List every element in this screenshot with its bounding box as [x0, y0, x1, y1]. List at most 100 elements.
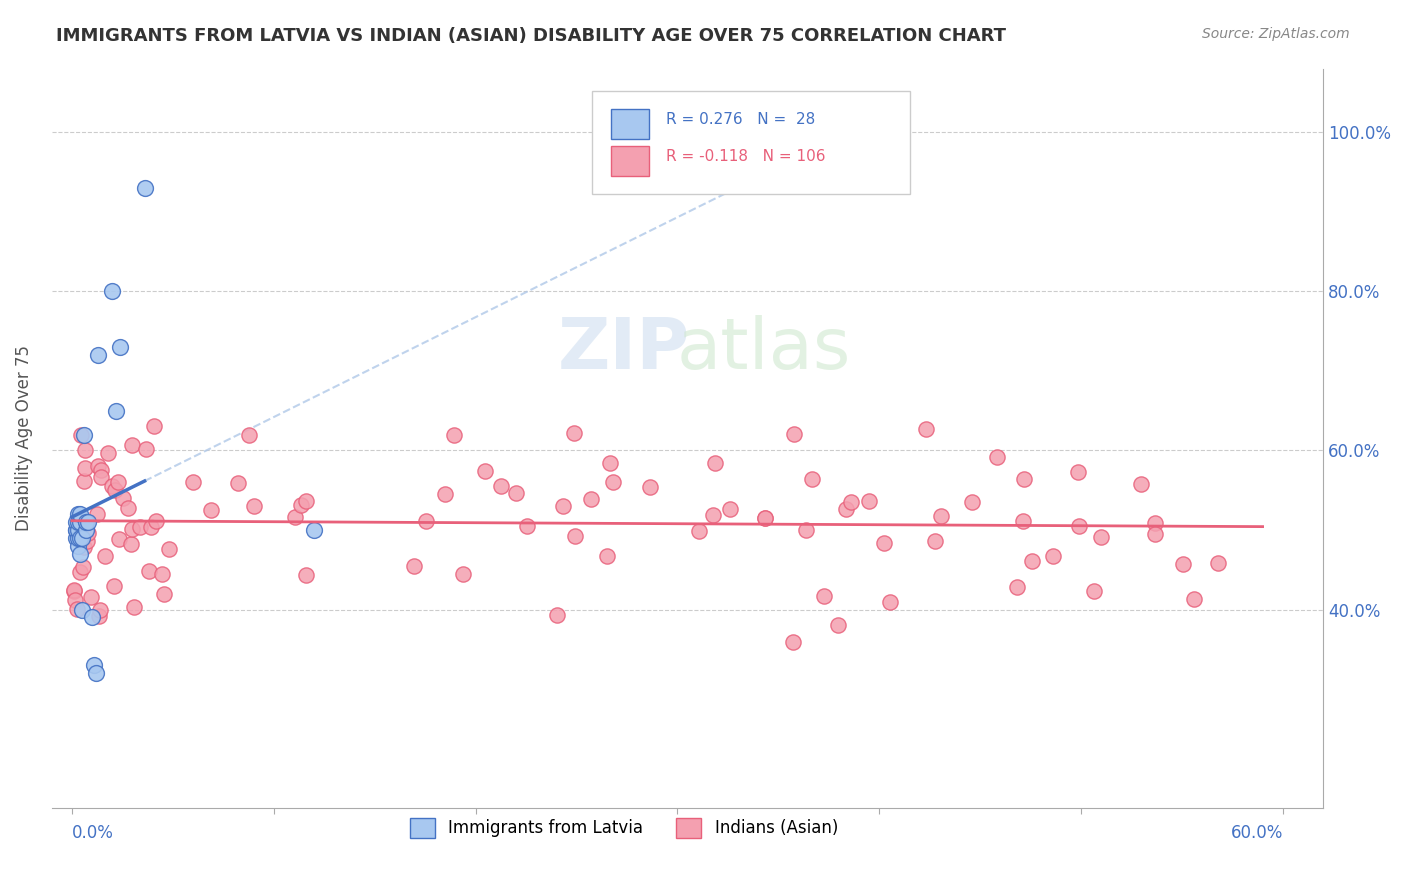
Point [73, 443, 96, 458]
Point [83, 658, 105, 673]
Point [688, 524, 710, 538]
Point [915, 422, 938, 436]
Point [415, 514, 437, 528]
Point [77, 515, 100, 529]
Point [564, 426, 586, 441]
Point [104, 483, 127, 497]
Point [238, 428, 260, 442]
Point [1012, 472, 1035, 486]
Point [1042, 549, 1064, 563]
Point [801, 472, 824, 486]
Point [63, 592, 86, 607]
Point [1007, 580, 1029, 594]
Point [754, 511, 776, 525]
Text: R = -0.118   N = 106: R = -0.118 N = 106 [666, 149, 825, 164]
Point [117, 501, 139, 516]
Point [1171, 558, 1194, 572]
Point [564, 529, 586, 543]
Point [73, 427, 96, 442]
Point [284, 509, 307, 524]
Point [69, 515, 91, 529]
Point [66, 601, 89, 615]
Point [73, 461, 96, 475]
Point [839, 494, 862, 508]
Point [87, 459, 110, 474]
Point [70, 531, 93, 545]
Point [1090, 530, 1112, 544]
Point [120, 537, 142, 551]
Y-axis label: Disability Age Over 75: Disability Age Over 75 [15, 345, 32, 532]
Text: Source: ZipAtlas.com: Source: ZipAtlas.com [1202, 27, 1350, 41]
Point [579, 492, 602, 507]
Point [794, 524, 817, 538]
Point [97, 446, 120, 460]
Point [142, 419, 165, 434]
Point [1011, 514, 1033, 528]
Text: ZIP: ZIP [558, 315, 690, 384]
Point [1021, 553, 1043, 567]
Point [94, 549, 117, 563]
Point [69, 427, 91, 442]
Point [782, 635, 804, 649]
Point [75, 515, 97, 529]
Point [80, 591, 103, 605]
Point [69, 547, 91, 561]
Point [150, 567, 173, 582]
Point [924, 533, 946, 548]
Point [75, 523, 97, 537]
Point [90, 463, 112, 477]
Point [404, 559, 426, 574]
Point [599, 456, 621, 470]
Point [122, 600, 145, 615]
Point [69, 566, 91, 580]
Point [489, 479, 512, 493]
Point [302, 523, 325, 537]
Point [1067, 519, 1090, 533]
Point [290, 499, 312, 513]
Point [1144, 527, 1167, 541]
Point [86, 507, 108, 521]
Point [138, 564, 160, 578]
Point [783, 426, 806, 441]
Point [66, 531, 89, 545]
Point [1182, 592, 1205, 607]
Point [835, 502, 858, 516]
Text: IMMIGRANTS FROM LATVIA VS INDIAN (ASIAN) DISABILITY AGE OVER 75 CORRELATION CHAR: IMMIGRANTS FROM LATVIA VS INDIAN (ASIAN)… [56, 27, 1007, 45]
Point [243, 499, 266, 513]
Point [596, 549, 619, 564]
FancyBboxPatch shape [592, 91, 910, 194]
Text: R = 0.276   N =  28: R = 0.276 N = 28 [666, 112, 815, 127]
Point [638, 480, 661, 494]
Point [813, 589, 835, 603]
Point [1206, 556, 1229, 570]
Point [129, 520, 152, 534]
Point [73, 474, 96, 488]
Point [65, 523, 87, 537]
Text: atlas: atlas [676, 315, 851, 384]
Point [84, 666, 107, 681]
Point [121, 522, 143, 536]
Point [157, 541, 180, 556]
Point [754, 511, 776, 525]
Point [602, 475, 624, 489]
Point [101, 285, 124, 299]
Point [90, 470, 112, 484]
Point [858, 494, 880, 508]
Point [103, 579, 125, 593]
Point [1067, 465, 1090, 479]
Point [112, 491, 135, 506]
Point [827, 618, 849, 632]
Point [200, 503, 222, 517]
Point [77, 525, 100, 540]
Point [1083, 583, 1105, 598]
Point [139, 520, 162, 534]
Point [295, 493, 318, 508]
Point [69, 507, 91, 521]
Point [66, 507, 89, 521]
Point [89, 603, 111, 617]
Point [66, 523, 89, 537]
Point [76, 533, 98, 548]
Point [107, 475, 129, 490]
Point [295, 568, 318, 582]
Point [121, 438, 143, 452]
